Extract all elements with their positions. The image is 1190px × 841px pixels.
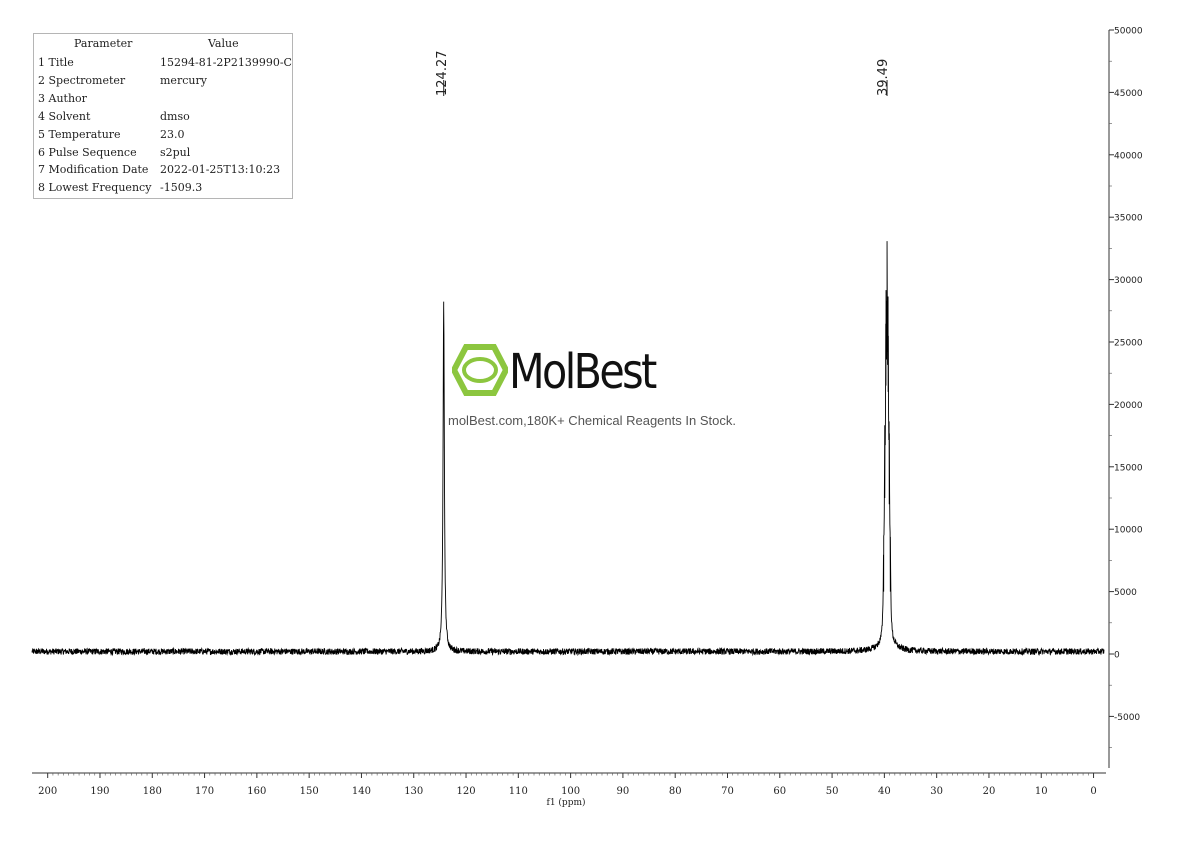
param-label: 8 Lowest Frequency <box>38 181 152 195</box>
tagline: molBest.com,180K+ Chemical Reagents In S… <box>448 413 736 428</box>
param-value: dmso <box>160 109 190 123</box>
param-value: mercury <box>160 73 207 87</box>
y-tick-label: 5000 <box>1114 588 1137 598</box>
x-tick-label: 20 <box>983 786 996 797</box>
y-tick-label: 25000 <box>1114 339 1143 349</box>
y-tick-label: -5000 <box>1114 713 1140 723</box>
x-tick-label: 80 <box>669 786 682 797</box>
param-label: 4 Solvent <box>38 109 91 123</box>
x-tick-label: 140 <box>352 786 371 797</box>
y-tick-label: 45000 <box>1114 89 1143 99</box>
param-label: 1 Title <box>38 56 74 69</box>
peak-label-39: 39.49 <box>876 58 891 96</box>
y-tick-label: 50000 <box>1114 27 1143 37</box>
param-label: 2 Spectrometer <box>38 73 126 87</box>
y-tick-label: 35000 <box>1114 214 1143 224</box>
x-tick-label: 200 <box>38 786 57 797</box>
benzene-logo-icon <box>450 344 510 396</box>
x-tick-label: 100 <box>561 786 580 797</box>
x-tick-label: 0 <box>1090 786 1096 797</box>
x-axis-label: f1 (ppm) <box>547 797 586 808</box>
molbest-logo: MolBest <box>450 342 672 402</box>
parameter-table: Parameter Value 1 Title 15294-81-2P213999… <box>33 33 293 199</box>
y-tick-label: 10000 <box>1114 526 1143 536</box>
x-tick-label: 90 <box>617 786 630 797</box>
brand-name: MolBest <box>509 344 657 400</box>
value-header: Value <box>208 37 239 50</box>
x-tick-label: 190 <box>90 786 109 797</box>
x-tick-label: 160 <box>247 786 266 797</box>
param-value: -1509.3 <box>160 181 203 195</box>
x-tick-label: 10 <box>1035 786 1048 797</box>
x-tick-label: 40 <box>878 786 891 797</box>
peak-label-124: 124.27 <box>435 50 450 97</box>
x-tick-label: 150 <box>300 786 319 797</box>
param-label: 5 Temperature <box>38 127 121 141</box>
x-tick-label: 170 <box>195 786 214 797</box>
spectrum-line <box>31 241 1105 657</box>
x-tick-label: 50 <box>826 786 839 797</box>
param-label: 7 Modification Date <box>38 163 149 177</box>
param-value: 15294-81-2P2139990-C <box>160 56 292 69</box>
x-tick-label: 130 <box>404 786 423 797</box>
y-tick-label: 40000 <box>1114 151 1143 161</box>
x-tick-label: 180 <box>143 786 162 797</box>
y-tick-label: 30000 <box>1114 276 1143 286</box>
param-value: 23.0 <box>160 127 185 141</box>
y-tick-label: 20000 <box>1114 401 1143 411</box>
x-tick-label: 120 <box>456 786 475 797</box>
y-tick-label: 0 <box>1114 651 1120 661</box>
param-label: 3 Author <box>38 91 87 105</box>
x-tick-label: 110 <box>509 786 528 797</box>
parameter-header: Parameter <box>74 37 133 50</box>
x-tick-label: 70 <box>721 786 734 797</box>
y-tick-label: 15000 <box>1114 463 1143 473</box>
param-value: 2022-01-25T13:10:23 <box>160 163 281 177</box>
x-tick-label: 60 <box>773 786 786 797</box>
x-tick-label: 30 <box>930 786 943 797</box>
param-label: 6 Pulse Sequence <box>38 145 137 159</box>
param-value: s2pul <box>160 145 191 159</box>
